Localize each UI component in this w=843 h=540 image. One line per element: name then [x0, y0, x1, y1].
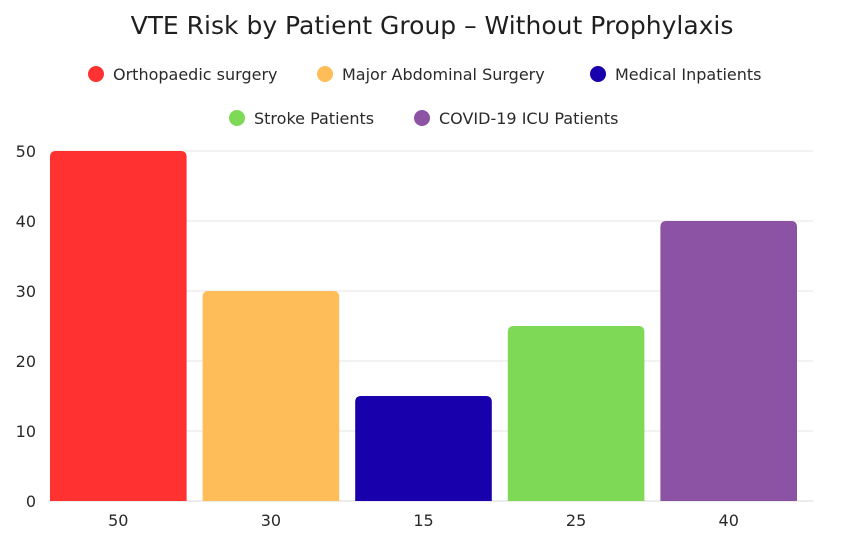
legend-label: COVID-19 ICU Patients [439, 109, 618, 128]
y-tick-label: 0 [26, 492, 36, 511]
x-tick-label: 15 [413, 511, 433, 530]
legend-label: Major Abdominal Surgery [342, 65, 545, 84]
bars [50, 151, 797, 501]
legend-item: Orthopaedic surgery [88, 65, 277, 84]
chart-title: VTE Risk by Patient Group – Without Prop… [131, 11, 734, 40]
bar [355, 396, 492, 501]
legend-item: Stroke Patients [229, 109, 374, 128]
legend-item: COVID-19 ICU Patients [414, 109, 618, 128]
legend-label: Medical Inpatients [615, 65, 762, 84]
legend-item: Major Abdominal Surgery [317, 65, 545, 84]
x-tick-label: 25 [566, 511, 586, 530]
x-axis-ticks: 50 30 15 25 40 [108, 511, 739, 530]
bar [507, 326, 645, 501]
y-tick-label: 10 [16, 422, 36, 441]
legend-swatch [317, 66, 333, 82]
x-tick-label: 30 [261, 511, 281, 530]
legend-label: Orthopaedic surgery [113, 65, 277, 84]
legend-item: Medical Inpatients [590, 65, 762, 84]
y-axis-ticks: 0 10 20 30 40 50 [16, 142, 36, 511]
y-tick-label: 50 [16, 142, 36, 161]
legend-swatch [590, 66, 606, 82]
legend-label: Stroke Patients [254, 109, 374, 128]
y-tick-label: 40 [16, 212, 36, 231]
legend-swatch [414, 110, 430, 126]
y-tick-label: 20 [16, 352, 36, 371]
bar [202, 291, 340, 501]
y-tick-label: 30 [16, 282, 36, 301]
legend-swatch [88, 66, 104, 82]
bar [660, 221, 797, 501]
x-tick-label: 50 [108, 511, 128, 530]
legend: Orthopaedic surgery Major Abdominal Surge… [88, 65, 762, 128]
bar [50, 151, 187, 501]
legend-swatch [229, 110, 245, 126]
x-tick-label: 40 [719, 511, 739, 530]
